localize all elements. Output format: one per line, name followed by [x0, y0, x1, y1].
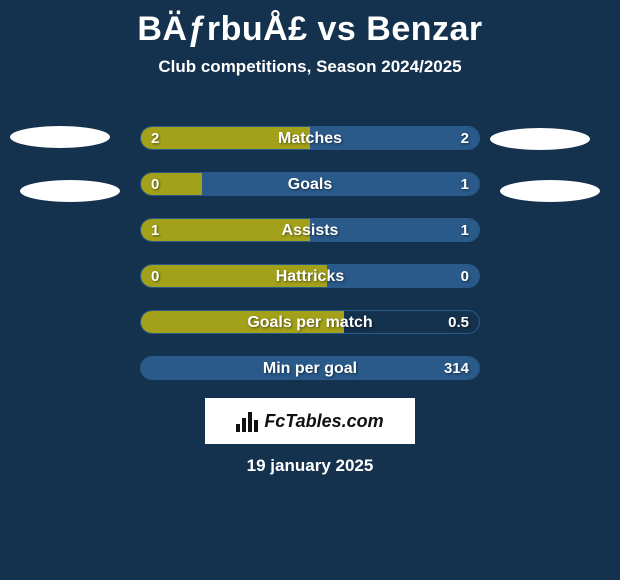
brand-bars-icon: [236, 410, 258, 432]
stat-label: Matches: [141, 127, 479, 149]
badge-right-2: [500, 180, 600, 202]
date-line: 19 january 2025: [0, 456, 620, 476]
brand-text: FcTables.com: [264, 411, 383, 432]
badge-right-1: [490, 128, 590, 150]
stat-row-goals-per-match: 0.5Goals per match: [140, 310, 480, 334]
comparison-bars: 22Matches 01Goals 11Assists 00Hattricks 0.5G…: [140, 126, 480, 402]
stat-row-assists: 11Assists: [140, 218, 480, 242]
stat-label: Goals: [141, 173, 479, 195]
stat-label: Hattricks: [141, 265, 479, 287]
stat-label: Min per goal: [141, 357, 479, 379]
page-title: BÄƒrbuÅ£ vs Benzar: [0, 0, 620, 49]
stat-label: Goals per match: [141, 311, 479, 333]
badge-left-2: [20, 180, 120, 202]
badge-left-1: [10, 126, 110, 148]
branding-box: FcTables.com: [205, 398, 415, 444]
stat-row-goals: 01Goals: [140, 172, 480, 196]
stat-row-min-per-goal: 314Min per goal: [140, 356, 480, 380]
subtitle: Club competitions, Season 2024/2025: [0, 57, 620, 77]
stat-label: Assists: [141, 219, 479, 241]
stat-row-hattricks: 00Hattricks: [140, 264, 480, 288]
stat-row-matches: 22Matches: [140, 126, 480, 150]
